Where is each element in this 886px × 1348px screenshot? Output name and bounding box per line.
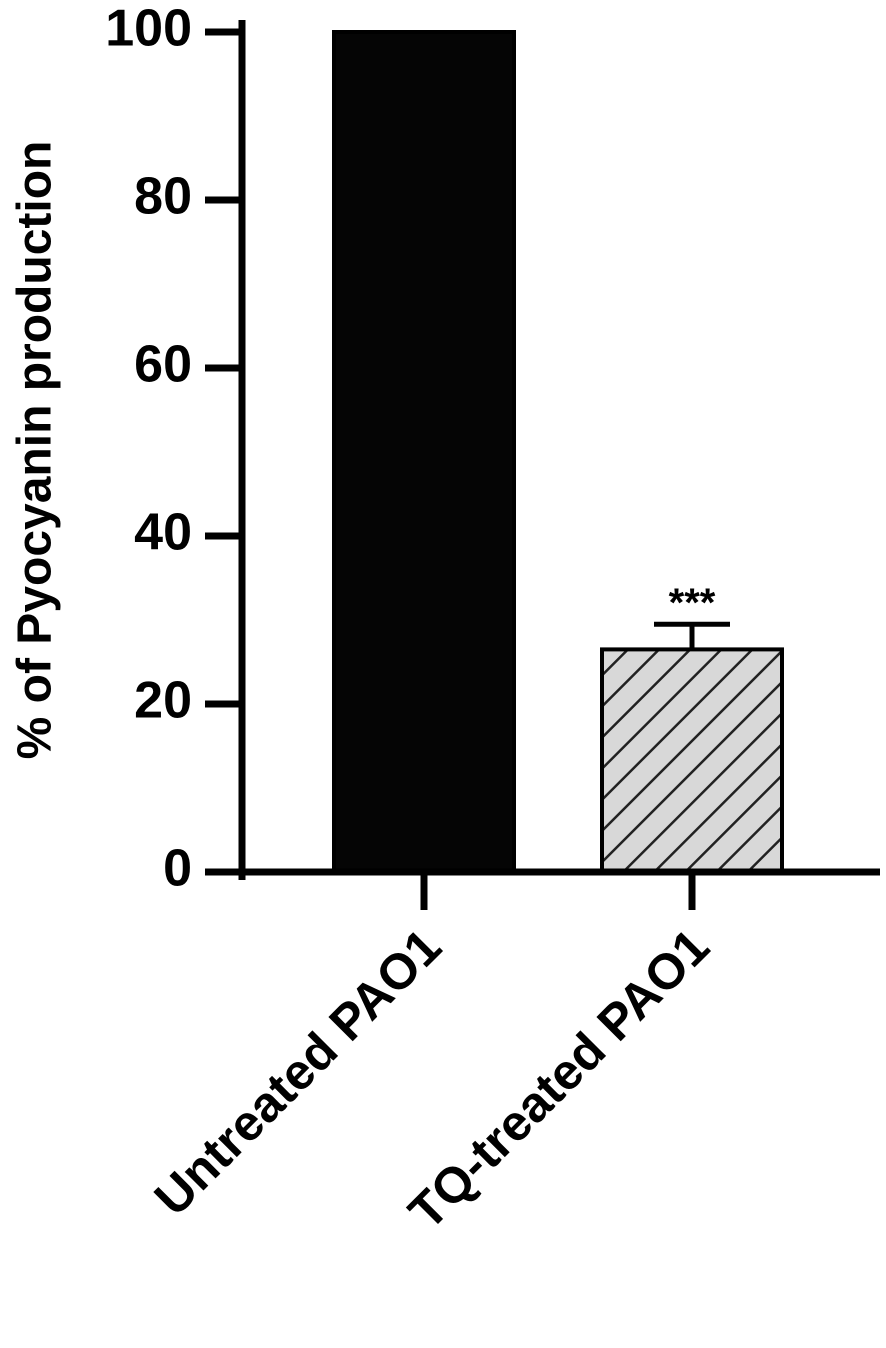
y-tick-label: 40: [134, 504, 192, 562]
y-tick-label: 20: [134, 672, 192, 730]
y-tick-label: 100: [105, 0, 192, 58]
y-tick-label: 0: [163, 840, 192, 898]
x-tick-label: TQ-treated PAO1: [398, 918, 720, 1240]
y-axis-label: % of Pyocyanin production: [9, 141, 62, 760]
y-tick-label: 60: [134, 336, 192, 394]
y-tick-label: 80: [134, 168, 192, 226]
x-tick-label: Untreated PAO1: [144, 918, 452, 1226]
bar: [332, 30, 516, 874]
significance: ***: [669, 581, 716, 625]
bar: [600, 647, 784, 875]
